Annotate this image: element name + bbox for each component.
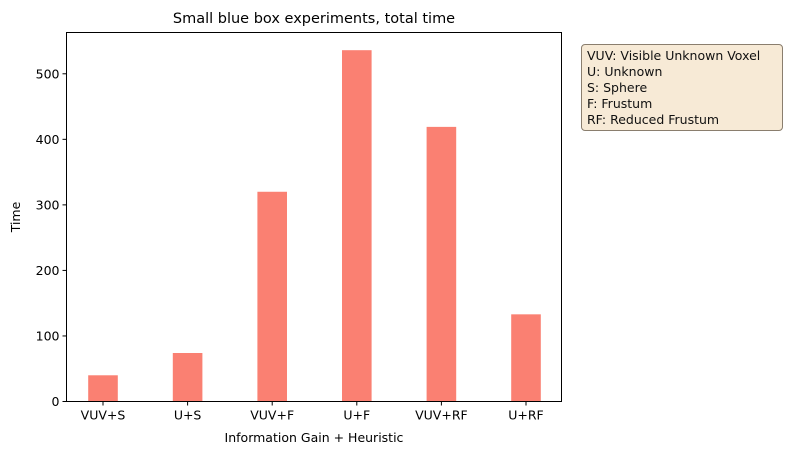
x-tick-label: U+F xyxy=(343,408,370,423)
x-axis-ticks: VUV+S U+S VUV+F U+F VUV+RF U+RF xyxy=(81,401,544,423)
chart-title: Small blue box experiments, total time xyxy=(173,11,455,27)
annotation-line-u: U: Unknown xyxy=(587,64,663,79)
annotation-line-rf: RF: Reduced Frustum xyxy=(587,112,720,127)
annotation-line-s: S: Sphere xyxy=(587,80,648,95)
y-axis-ticks: 0 100 200 300 400 500 xyxy=(36,66,67,409)
y-tick-label: 400 xyxy=(36,132,60,147)
y-tick-label: 300 xyxy=(36,197,60,212)
bar-u-plus-rf xyxy=(511,314,541,402)
x-axis-label: Information Gain + Heuristic xyxy=(225,430,404,445)
y-tick-label: 0 xyxy=(52,394,60,409)
bar-vuv-plus-f xyxy=(257,191,287,402)
annotation-line-f: F: Frustum xyxy=(587,96,653,111)
x-tick-label: VUV+F xyxy=(250,408,294,423)
bar-u-plus-s xyxy=(172,352,203,402)
x-tick-label: U+S xyxy=(174,408,202,423)
bar-u-plus-f xyxy=(342,50,372,402)
x-tick-label: U+RF xyxy=(508,408,544,423)
x-tick-label: VUV+S xyxy=(81,408,126,423)
bar-vuv-plus-rf xyxy=(426,126,457,402)
y-tick-label: 100 xyxy=(36,328,60,343)
x-tick-label: VUV+RF xyxy=(415,408,468,423)
y-tick-label: 500 xyxy=(36,66,60,81)
y-axis-label: Time xyxy=(8,201,23,233)
plot-frame xyxy=(66,32,562,402)
abbreviation-annotation-box: VUV: Visible Unknown Voxel U: Unknown S:… xyxy=(581,44,783,131)
bar-vuv-plus-s xyxy=(88,375,118,402)
y-tick-label: 200 xyxy=(36,263,60,278)
bars-group xyxy=(88,50,541,402)
annotation-line-vuv: VUV: Visible Unknown Voxel xyxy=(587,48,761,63)
